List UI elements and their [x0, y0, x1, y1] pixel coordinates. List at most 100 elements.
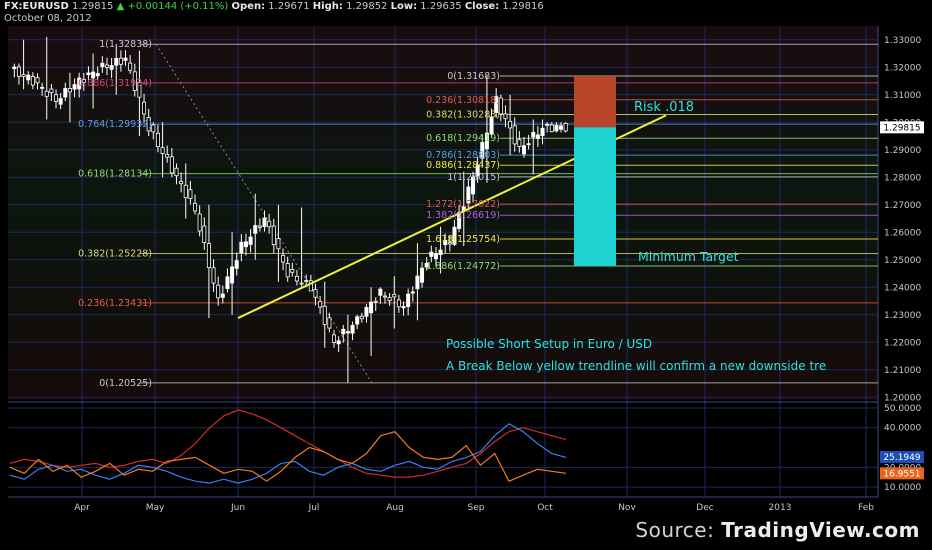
fib-ext-label: 0.382(1.30283)	[426, 109, 500, 120]
candle-body	[253, 225, 258, 234]
candle-body	[174, 167, 179, 177]
candle-body	[271, 225, 276, 246]
candle-body	[359, 315, 364, 320]
candle-body	[364, 307, 369, 317]
indicator-value-badge-text: 25.1949	[883, 453, 920, 463]
candle-body	[114, 58, 119, 66]
candle-body	[378, 288, 383, 296]
candle-body	[327, 317, 332, 329]
candle-body	[54, 94, 59, 102]
candle-body	[531, 132, 536, 138]
candle-body	[257, 225, 262, 228]
candle-body	[294, 275, 299, 282]
candle-body	[183, 184, 188, 199]
candle-body	[406, 293, 411, 307]
candle-body	[332, 334, 337, 343]
fib-level-label: 1(1.32838)	[99, 39, 152, 50]
candle-body	[104, 64, 109, 68]
candle-body	[109, 65, 114, 70]
target-annotation: Minimum Target	[638, 249, 739, 264]
month-tick-label: Oct	[537, 503, 553, 513]
candle-body	[508, 120, 513, 129]
fib-ext-label: 0.786(1.28803)	[426, 150, 500, 161]
month-tick-label: Feb	[858, 503, 874, 513]
candle-body	[471, 176, 476, 195]
fib-ext-label: 1(1.28015)	[447, 172, 500, 183]
fib-ext-label: 0(1.31683)	[447, 71, 500, 82]
candle-body	[188, 189, 193, 199]
candle-body	[128, 62, 133, 71]
candle-body	[243, 241, 248, 248]
candle-body	[151, 124, 156, 133]
candle-body	[21, 74, 26, 77]
fib-ext-label: 1.382(1.26619)	[426, 210, 500, 221]
candle-body	[12, 66, 17, 70]
candle-body	[540, 127, 545, 136]
month-tick-label: 2013	[769, 503, 792, 513]
candle-body	[49, 88, 54, 94]
candle-body	[373, 300, 378, 303]
candle-body	[72, 84, 77, 90]
candle-body	[202, 225, 207, 243]
candle-body	[179, 180, 184, 185]
candle-body	[429, 251, 434, 257]
fib-level-label: 0.618(1.28134)	[78, 169, 152, 180]
candle-body	[415, 275, 420, 290]
high-value: 1.29852	[346, 1, 388, 12]
candle-body	[216, 284, 221, 299]
candle-body	[512, 125, 517, 145]
price-change: +0.00144 (+0.11%)	[127, 1, 229, 12]
fib-level-label: 0.236(1.23431)	[78, 298, 152, 309]
candle-body	[234, 260, 239, 269]
candle-body	[369, 301, 374, 314]
candle-body	[81, 79, 86, 83]
candle-body	[155, 132, 160, 148]
last-price-badge	[880, 121, 924, 134]
price-tick-label: 1.23000	[884, 311, 921, 321]
candle-body	[498, 97, 503, 115]
candle-body	[396, 299, 401, 308]
candle-body	[100, 62, 105, 68]
candle-body	[322, 305, 327, 325]
fib-level-label: 0(1.20525)	[99, 378, 152, 389]
candle-body	[142, 101, 147, 115]
source-credit: Source: TradingView.com	[635, 518, 920, 542]
candle-body	[484, 132, 489, 150]
candle-body	[63, 88, 68, 98]
month-tick-label: Jun	[230, 503, 245, 513]
candle-body	[290, 268, 295, 273]
candle-body	[267, 220, 272, 228]
candle-body	[30, 76, 35, 86]
month-tick-label: Jul	[308, 503, 320, 513]
candle-body	[285, 263, 290, 278]
indicator-series-line	[9, 431, 567, 482]
last-price-badge-text: 1.29815	[883, 123, 920, 133]
candle-body	[239, 241, 244, 254]
month-tick-label: May	[146, 503, 165, 513]
candle-body	[304, 280, 309, 282]
price-tick-label: 1.22000	[884, 338, 921, 348]
price-tick-label: 1.24000	[884, 283, 921, 293]
candle-body	[466, 186, 471, 204]
candle-body	[220, 293, 225, 298]
risk-box	[574, 76, 616, 128]
fib-ext-label: 1.618(1.25754)	[426, 234, 500, 245]
low-label: Low:	[390, 1, 418, 12]
price-tick-label: 1.21000	[884, 366, 921, 376]
candle-body	[382, 295, 387, 298]
price-tick-label: 1.20000	[884, 393, 921, 403]
indicator-series-line	[9, 409, 567, 478]
candle-body	[410, 291, 415, 294]
indicator-value-badge	[880, 451, 924, 464]
last-price: 1.29815	[72, 1, 114, 12]
candle-body	[447, 242, 452, 245]
candle-body	[420, 267, 425, 283]
candle-body	[137, 82, 142, 98]
candle-body	[355, 316, 360, 325]
candle-body	[563, 123, 568, 132]
candle-body	[549, 124, 554, 132]
source-brand: TradingView.com	[721, 518, 920, 542]
target-box	[574, 127, 616, 267]
